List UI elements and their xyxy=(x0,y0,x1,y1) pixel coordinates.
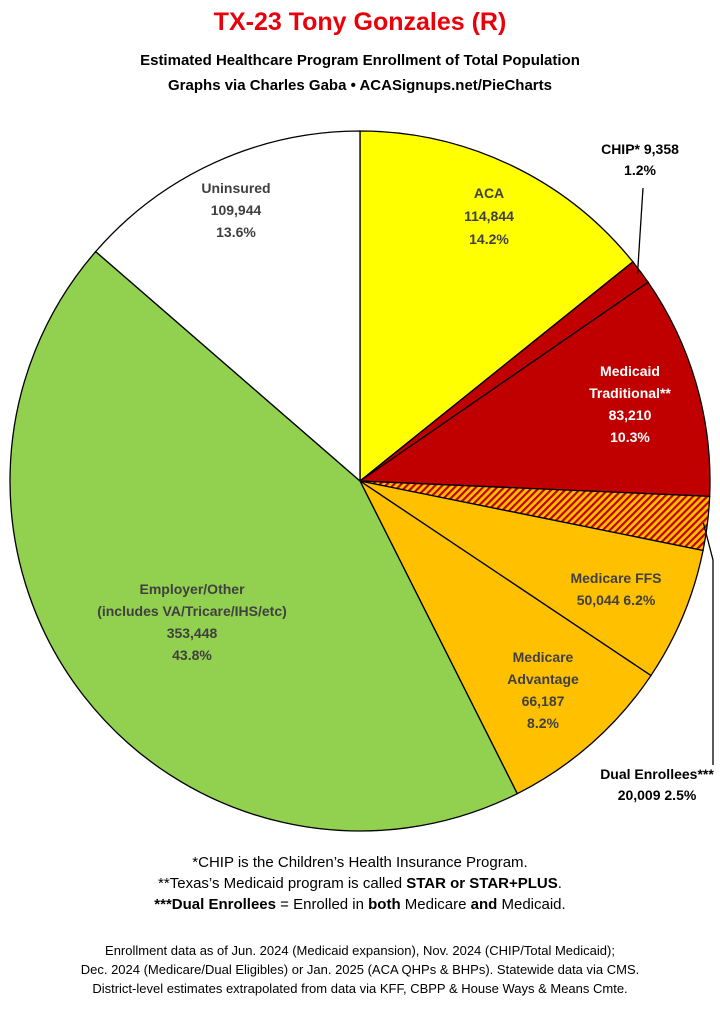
pie-slice-2 xyxy=(358,281,711,498)
label-medicare-ffs: Medicare FFS 50,044 6.2% xyxy=(570,570,661,608)
footer-line-1: Enrollment data as of Jun. 2024 (Medicai… xyxy=(105,943,615,958)
pie-slice-4 xyxy=(359,480,704,677)
chart-credit: Graphs via Charles Gaba • ACASignups.net… xyxy=(168,77,552,94)
label-chip: CHIP* 9,358 1.2% xyxy=(601,141,679,178)
note-chip: *CHIP is the Children’s Health Insurance… xyxy=(192,854,528,871)
pie-slice-7 xyxy=(94,130,361,483)
note-dual: ***Dual Enrollees = Enrolled in both Med… xyxy=(154,896,566,913)
footer-line-2: Dec. 2024 (Medicare/Dual Eligibles) or J… xyxy=(80,962,640,977)
label-employer-other: Employer/Other (includes VA/Tricare/IHS/e… xyxy=(97,581,287,663)
label-aca: ACA 114,844 14.2% xyxy=(464,185,514,247)
note-medicaid: **Texas’s Medicaid program is called STA… xyxy=(158,875,562,892)
footnotes: *CHIP is the Children’s Health Insurance… xyxy=(0,852,720,915)
pie-slice-5 xyxy=(358,479,652,795)
pie-slice-0 xyxy=(359,130,634,483)
pie-slice-6 xyxy=(9,250,519,832)
footer-line-3: District-level estimates extrapolated fr… xyxy=(92,981,628,996)
chart-subtitle: Estimated Healthcare Program Enrollment … xyxy=(140,52,580,69)
source-footer: Enrollment data as of Jun. 2024 (Medicai… xyxy=(0,941,720,998)
chart-title: TX-23 Tony Gonzales (R) xyxy=(213,8,507,36)
label-dual-enrollees: Dual Enrollees*** 20,009 2.5% xyxy=(600,766,714,803)
label-medicaid-traditional: Medicaid Traditional** 83,210 10.3% xyxy=(589,363,671,445)
pie-chart: ACA 114,844 14.2% CHIP* 9,358 1.2% Medicaid Tr… xyxy=(9,130,714,832)
label-uninsured: Uninsured 109,944 13.6% xyxy=(201,180,270,240)
label-medicare-advantage: Medicare Advantage 66,187 8.2% xyxy=(507,649,579,731)
dual-leader-line xyxy=(702,522,714,765)
chip-leader-line xyxy=(636,187,644,275)
